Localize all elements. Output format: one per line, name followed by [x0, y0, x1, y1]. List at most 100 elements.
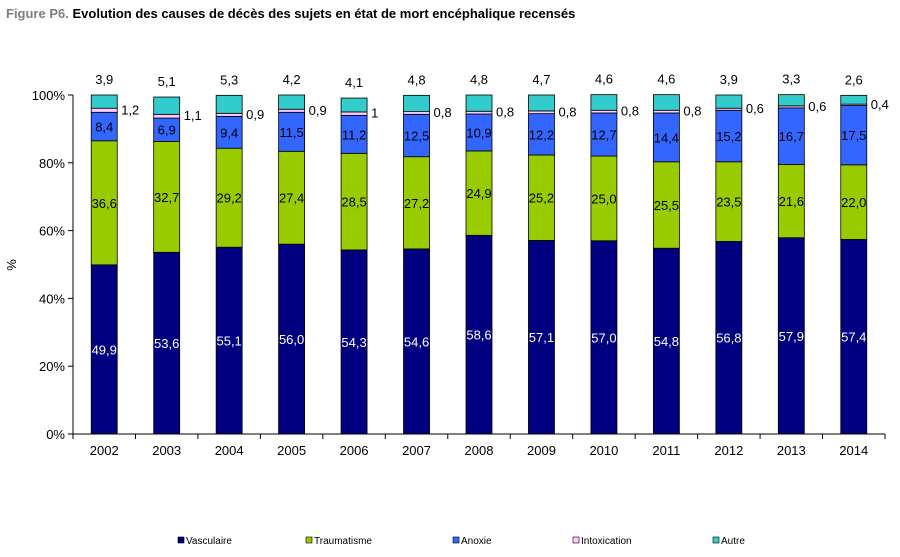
data-label-vasculaire-2006: 54,3	[341, 335, 366, 350]
bar-vasculaire-2009	[528, 240, 555, 435]
y-tick-label: 20%	[39, 359, 65, 374]
bar-autre-2011	[652, 94, 680, 111]
data-label-traumatisme-2009: 25,2	[529, 191, 554, 206]
data-label-anoxie-2011: 14,4	[654, 130, 679, 145]
data-label-vasculaire-2007: 54,6	[404, 334, 429, 349]
data-label-traumatisme-2011: 25,5	[654, 198, 679, 213]
data-label-anoxie-2003: 6,9	[158, 123, 176, 138]
bar-stack-2005: 56,0 27,4 11,5 0,9 4,2	[278, 72, 327, 435]
legend: Vasculaire Traumatisme Anoxie Intoxication A…	[177, 536, 745, 547]
x-tick-label: 2012	[714, 443, 743, 458]
data-label-anoxie-2005: 11,5	[279, 125, 303, 140]
data-label-vasculaire-2013: 57,9	[779, 329, 804, 344]
data-label-vasculaire-2005: 56,0	[279, 332, 304, 347]
data-label-autre-2006: 4,1	[345, 75, 363, 90]
y-tick-label: 40%	[39, 291, 65, 306]
legend-swatch	[712, 536, 720, 544]
bar-traumatisme-2012	[715, 161, 743, 242]
y-axis: 0% 20% 40% 60% 80% 100%	[32, 88, 74, 442]
bar-traumatisme-2007	[403, 156, 430, 250]
data-label-anoxie-2013: 16,7	[779, 129, 804, 144]
data-label-autre-2012: 3,9	[720, 72, 738, 87]
bar-intoxication-2008	[465, 110, 493, 115]
data-label-autre-2011: 4,6	[657, 72, 675, 87]
data-label-autre-2002: 3,9	[95, 72, 113, 87]
x-tick-label: 2013	[777, 443, 806, 458]
data-label-traumatisme-2008: 24,9	[466, 186, 491, 201]
bar-autre-2006	[340, 97, 368, 113]
data-label-traumatisme-2012: 23,5	[716, 195, 741, 210]
bar-autre-2009	[528, 94, 555, 112]
data-label-autre-2014: 2,6	[845, 72, 863, 87]
bar-traumatisme-2011	[652, 161, 680, 249]
bar-anoxie-2014	[840, 105, 868, 166]
data-label-traumatisme-2014: 22,0	[841, 195, 866, 210]
bar-traumatisme-2006	[340, 152, 368, 251]
bar-vasculaire-2012	[715, 241, 743, 435]
chart-title: Figure P6. Evolution des causes de décès…	[6, 6, 575, 21]
bar-traumatisme-2013	[777, 164, 805, 239]
data-label-traumatisme-2013: 21,6	[779, 194, 804, 209]
data-label-intoxication-2003: 1,1	[184, 108, 202, 123]
bar-traumatisme-2009	[528, 154, 555, 241]
legend-label: Traumatisme	[314, 536, 372, 547]
legend-swatch	[177, 536, 185, 544]
data-label-autre-2010: 4,6	[595, 72, 613, 87]
x-tick-label: 2007	[402, 443, 431, 458]
data-label-vasculaire-2010: 57,0	[591, 330, 616, 345]
figure-title: Evolution des causes de décès des sujets…	[72, 6, 576, 21]
bar-intoxication-2004	[215, 112, 243, 117]
y-tick-label: 0%	[46, 427, 65, 442]
data-label-vasculaire-2004: 55,1	[216, 334, 241, 349]
x-tick-label: 2008	[465, 443, 494, 458]
data-label-autre-2004: 5,3	[220, 72, 238, 87]
x-tick-label: 2006	[340, 443, 369, 458]
bar-anoxie-2004	[215, 115, 243, 149]
data-label-intoxication-2013: 0,6	[808, 99, 826, 114]
bar-anoxie-2009	[528, 113, 555, 156]
bar-traumatisme-2010	[590, 155, 618, 242]
data-label-intoxication-2008: 0,8	[496, 105, 514, 120]
data-label-intoxication-2012: 0,6	[746, 101, 764, 116]
x-tick-label: 2003	[152, 443, 181, 458]
legend-item-autre: Autre	[712, 536, 745, 547]
data-label-anoxie-2014: 17,5	[841, 128, 866, 143]
bar-intoxication-2007	[403, 111, 430, 115]
data-label-intoxication-2009: 0,8	[558, 104, 576, 119]
legend-item-vasculaire: Vasculaire	[177, 536, 232, 547]
bar-anoxie-2010	[590, 112, 618, 157]
bar-vasculaire-2004	[215, 246, 243, 435]
bar-vasculaire-2007	[403, 248, 430, 435]
legend-swatch	[572, 536, 580, 544]
bar-autre-2013	[777, 94, 805, 107]
bar-autre-2005	[278, 94, 306, 110]
data-label-intoxication-2007: 0,8	[434, 105, 452, 120]
data-label-anoxie-2009: 12,2	[529, 127, 554, 142]
bar-vasculaire-2002	[90, 264, 118, 435]
bar-stack-2003: 53,6 32,7 6,9 1,1 5,1	[153, 74, 202, 435]
data-label-vasculaire-2012: 56,8	[716, 331, 741, 346]
bar-stack-2004: 55,1 29,2 9,4 0,9 5,3	[215, 72, 264, 435]
legend-swatch	[305, 536, 313, 544]
data-label-autre-2009: 4,7	[532, 72, 550, 87]
bar-stack-2002: 49,9 36,6 8,4 1,2 3,9	[90, 72, 139, 435]
x-tick-label: 2005	[277, 443, 306, 458]
y-axis-label: %	[4, 259, 19, 271]
x-tick-label: 2011	[652, 443, 680, 458]
bar-intoxication-2010	[590, 109, 618, 114]
data-label-intoxication-2002: 1,2	[121, 102, 139, 117]
legend-item-anoxie: Anoxie	[452, 536, 492, 547]
data-label-traumatisme-2010: 25,0	[591, 191, 616, 206]
data-label-traumatisme-2003: 32,7	[154, 190, 179, 205]
bar-stack-2010: 57,0 25,0 12,7 0,8 4,6	[590, 72, 639, 435]
data-label-autre-2005: 4,2	[283, 72, 301, 87]
bar-stack-2009: 57,1 25,2 12,2 0,8 4,7	[528, 72, 577, 435]
y-tick-label: 80%	[39, 156, 65, 171]
bar-anoxie-2002	[90, 111, 118, 142]
data-label-intoxication-2010: 0,8	[621, 104, 639, 119]
x-tick-label: 2004	[215, 443, 244, 458]
x-axis: 2002 2003 2004 2005 2006 2007 2008 2009 2010 2011…	[72, 433, 886, 458]
bar-anoxie-2007	[403, 113, 430, 158]
bar-autre-2002	[90, 94, 118, 109]
